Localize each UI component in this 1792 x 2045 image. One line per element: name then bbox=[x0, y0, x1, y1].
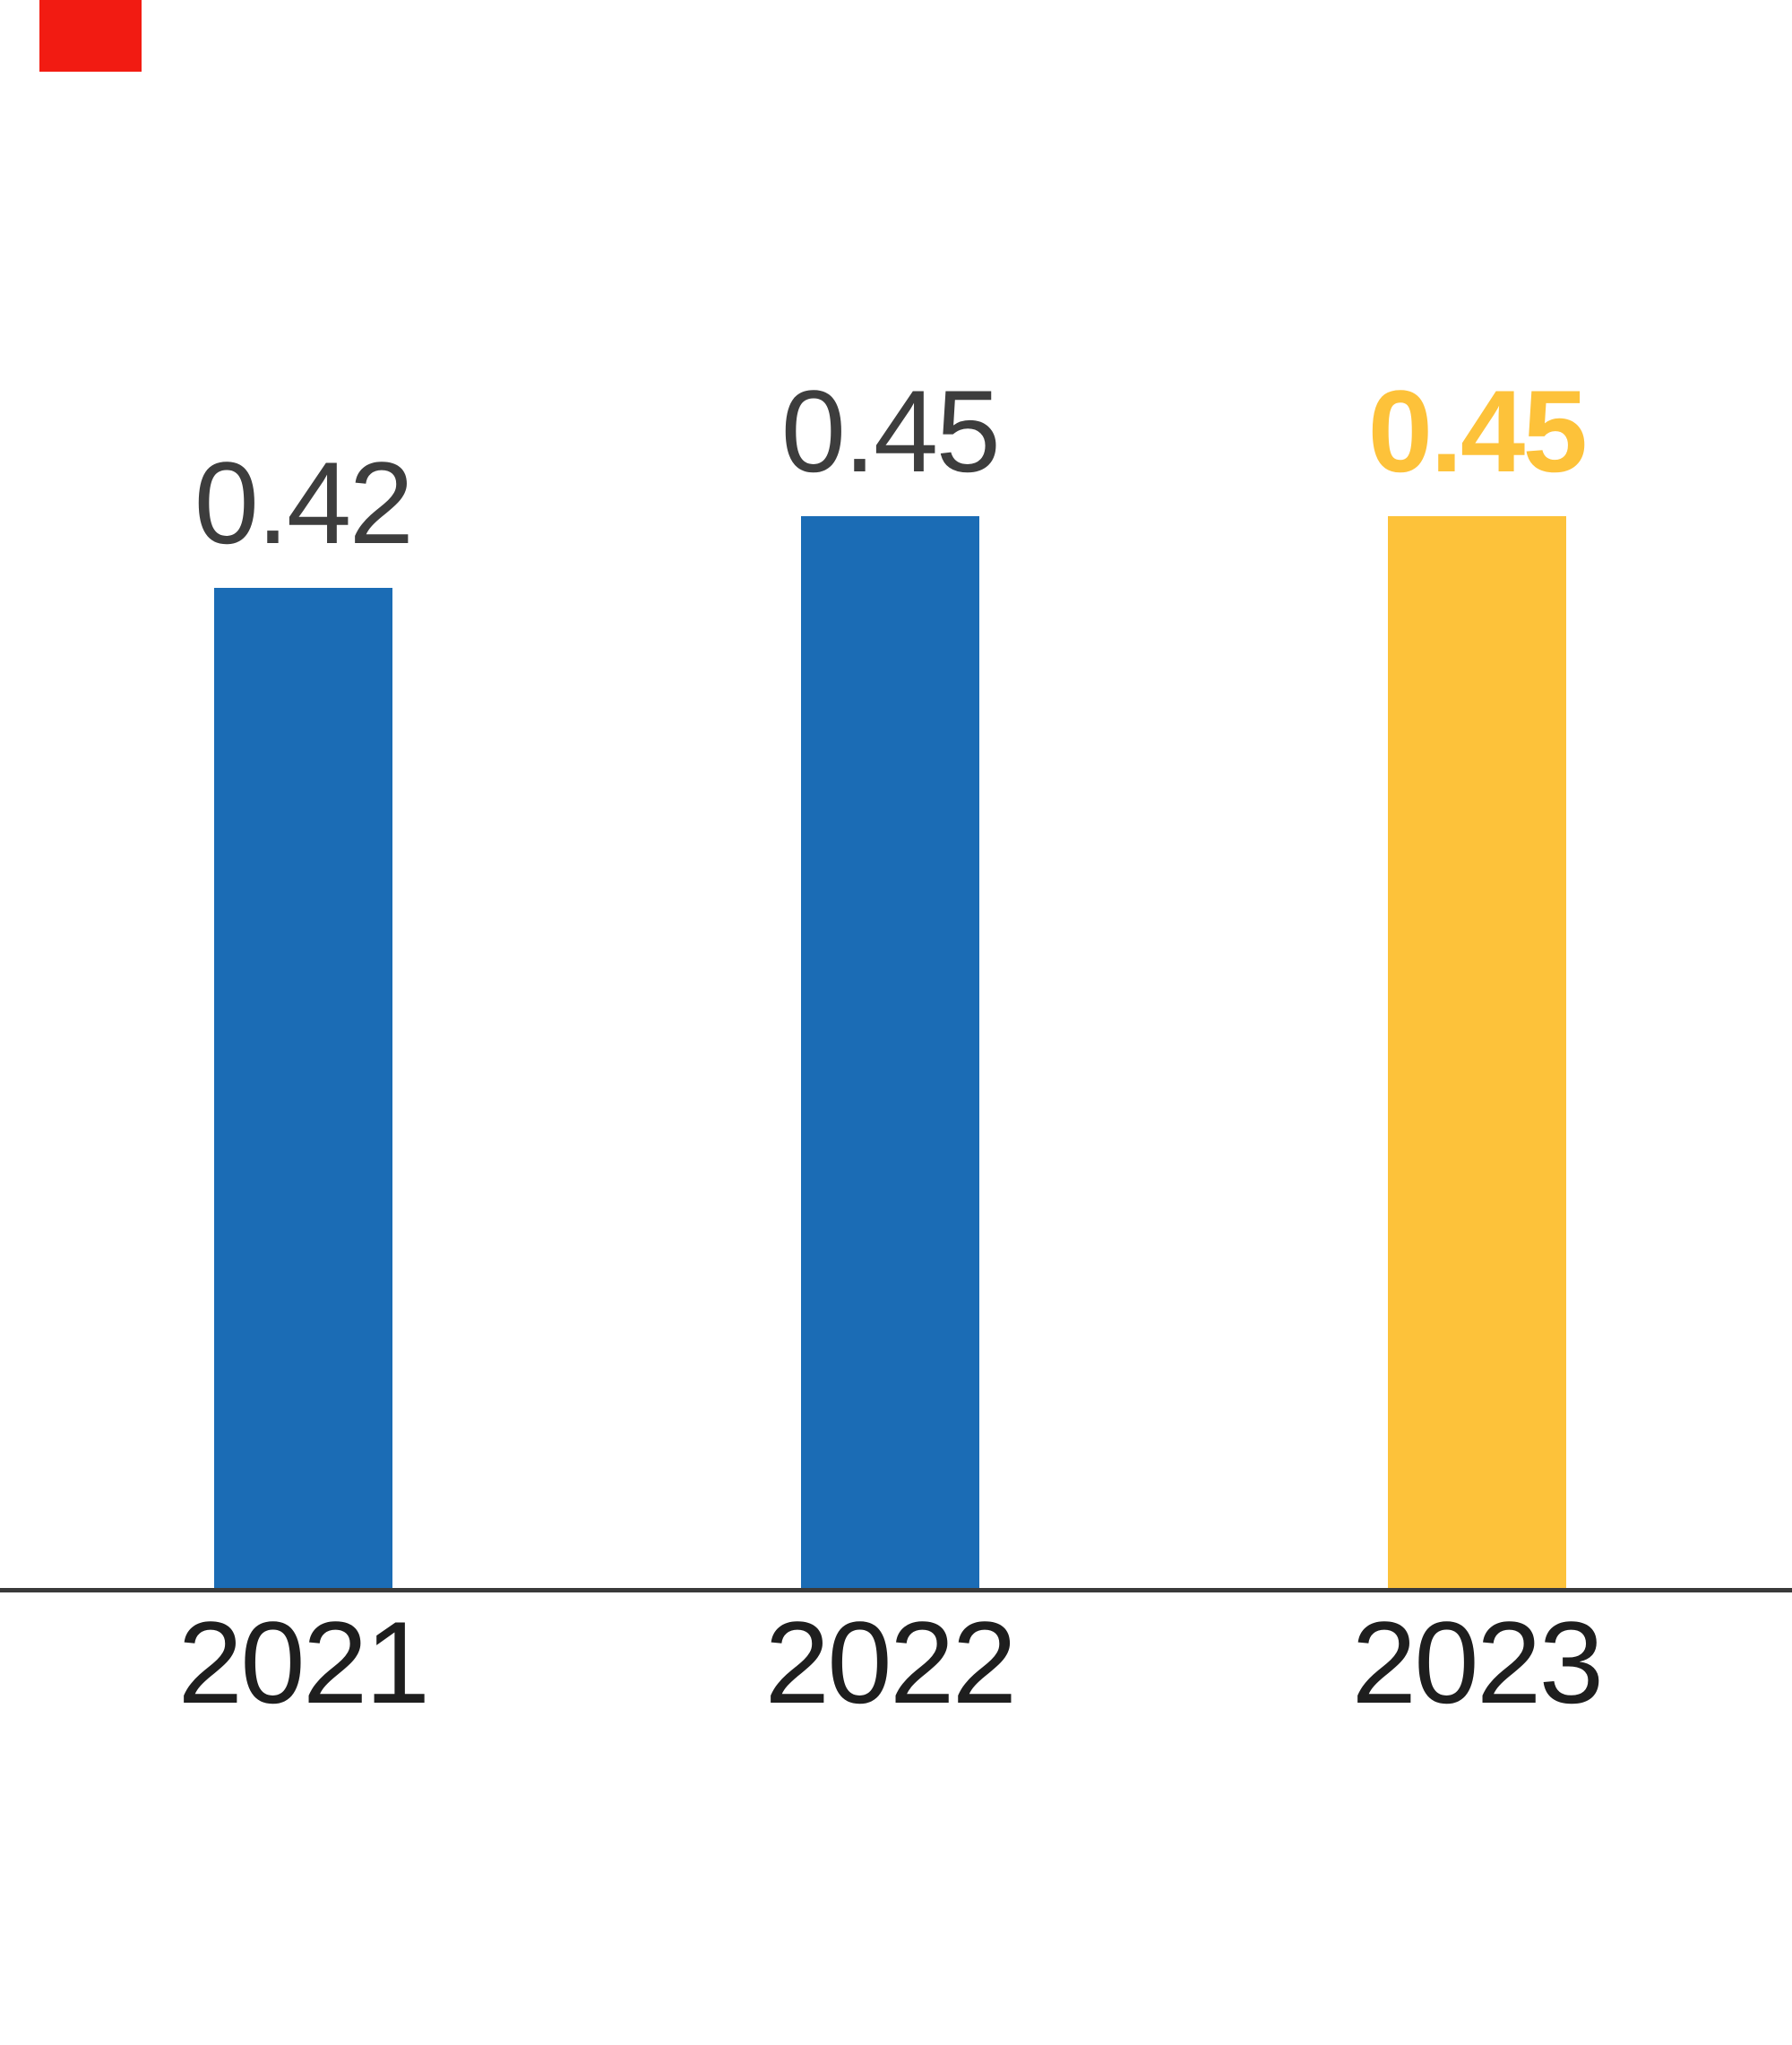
x-tick-label-2022: 2022 bbox=[764, 1597, 1017, 1728]
value-label-2023-highlighted: 0.45 bbox=[1367, 366, 1588, 496]
x-axis-line bbox=[0, 1588, 1792, 1592]
red-rectangle-marker bbox=[39, 0, 142, 72]
bar-2021 bbox=[213, 588, 392, 1590]
x-tick-label-2023: 2023 bbox=[1351, 1597, 1604, 1728]
value-label-2021: 0.42 bbox=[194, 437, 414, 568]
bar-2023-highlighted bbox=[1387, 516, 1566, 1590]
value-label-2022: 0.45 bbox=[780, 366, 1001, 496]
bar-2022 bbox=[800, 516, 979, 1590]
x-tick-label-2021: 2021 bbox=[177, 1597, 430, 1728]
